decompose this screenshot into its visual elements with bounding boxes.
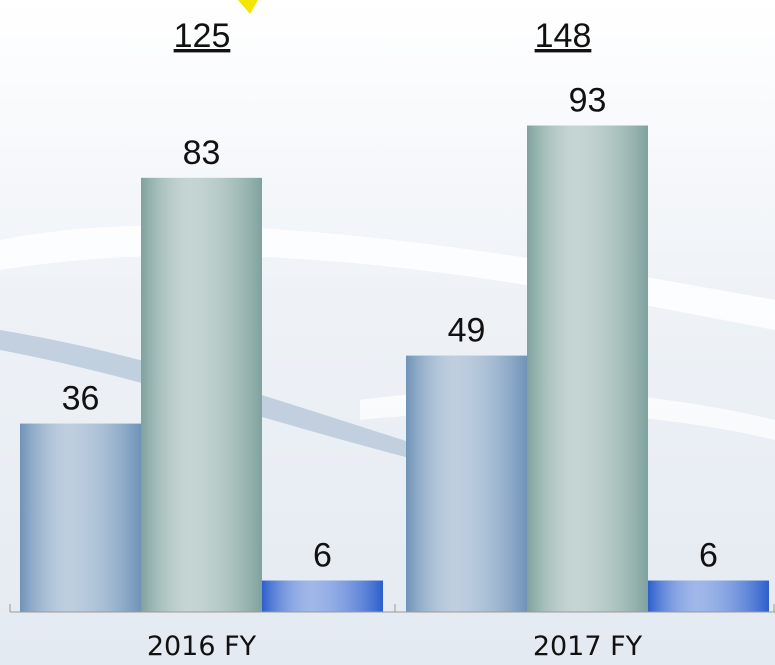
x-tick-label: 2016 FY bbox=[147, 631, 257, 662]
bar bbox=[141, 177, 262, 612]
bar bbox=[406, 355, 527, 612]
bar bbox=[527, 125, 648, 613]
data-label: 6 bbox=[699, 537, 718, 575]
bar bbox=[20, 423, 141, 612]
decoration bbox=[238, 0, 258, 14]
total-label: 125 bbox=[174, 17, 231, 55]
data-label: 49 bbox=[448, 312, 486, 350]
bar bbox=[648, 580, 769, 612]
x-tick-label: 2017 FY bbox=[533, 631, 643, 662]
total-label: 148 bbox=[535, 17, 592, 55]
data-label: 6 bbox=[313, 537, 332, 575]
data-label: 36 bbox=[62, 380, 100, 418]
data-label: 83 bbox=[183, 134, 221, 172]
data-label: 93 bbox=[569, 82, 607, 120]
bar bbox=[262, 580, 383, 612]
